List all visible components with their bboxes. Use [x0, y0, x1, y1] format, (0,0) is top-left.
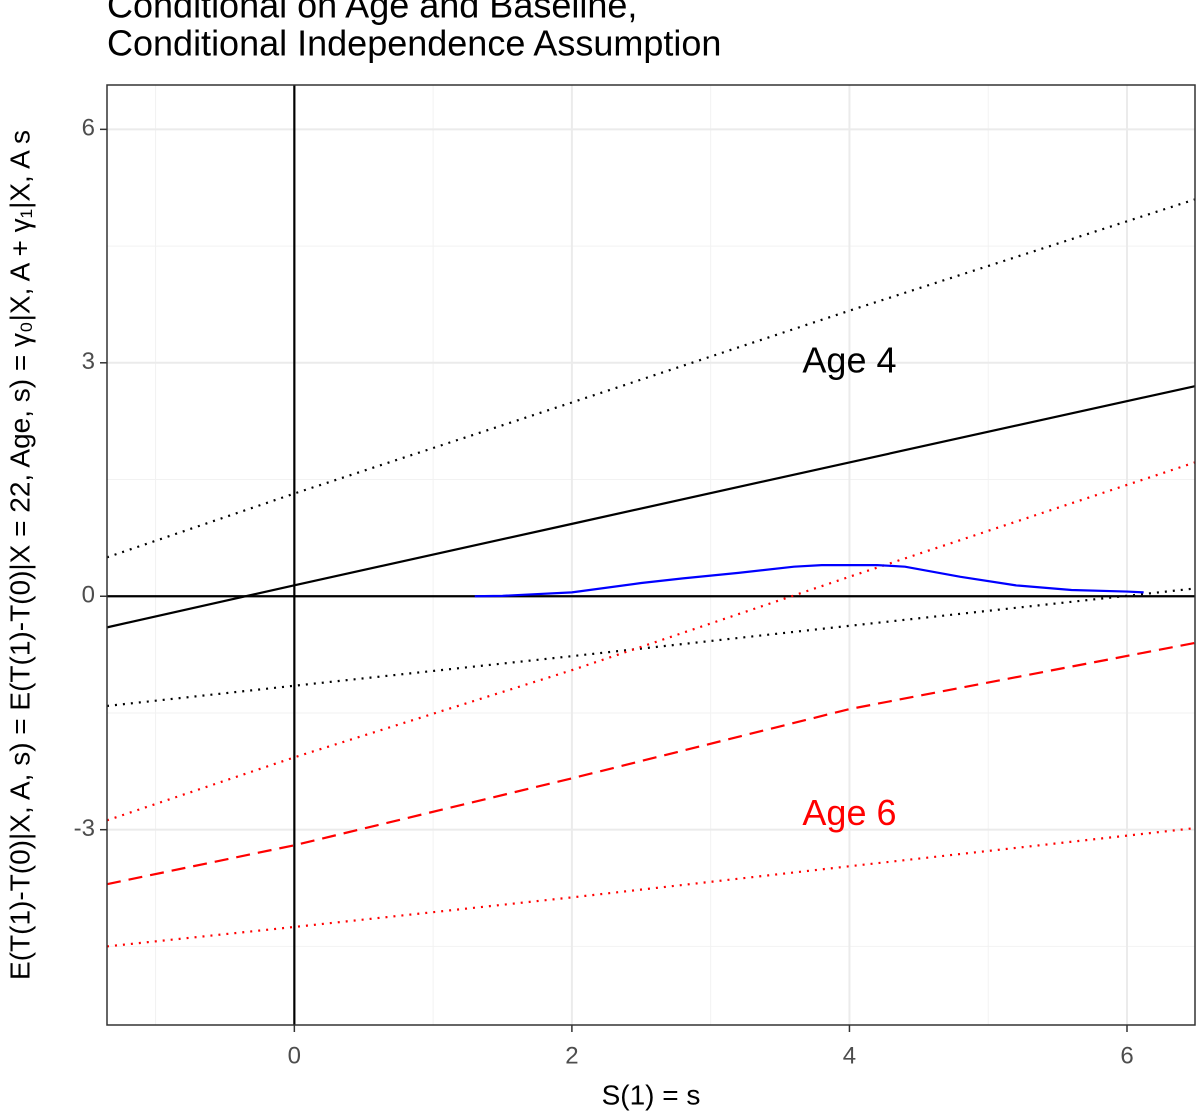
series-line — [106, 827, 1196, 948]
y-tick-label: -3 — [74, 815, 95, 842]
y-axis-label: E(T(1)-T(0)|X, A, s) = E(T(1)-T(0)|X = 2… — [4, 130, 35, 980]
chart-title: Conditional on Age and Baseline, — [107, 0, 637, 26]
x-tick-label: 4 — [843, 1042, 856, 1069]
series-line — [106, 587, 1196, 708]
x-tick-label: 2 — [565, 1042, 578, 1069]
y-tick-label: 6 — [82, 115, 95, 142]
series-line — [106, 198, 1196, 559]
series-line — [106, 641, 1196, 886]
x-tick-label: 6 — [1120, 1042, 1133, 1069]
chart-title: Conditional Independence Assumption — [107, 23, 721, 64]
y-tick-label: 0 — [82, 582, 95, 609]
y-tick-label: 3 — [82, 348, 95, 375]
panel-border — [106, 84, 1196, 1026]
x-tick-label: 0 — [288, 1042, 301, 1069]
series-line — [474, 564, 1144, 598]
series-line — [106, 385, 1196, 629]
annotation: Age 6 — [802, 792, 896, 833]
annotation: Age 4 — [802, 339, 896, 380]
series-line — [106, 461, 1196, 822]
x-axis-label: S(1) = s — [602, 1079, 701, 1110]
